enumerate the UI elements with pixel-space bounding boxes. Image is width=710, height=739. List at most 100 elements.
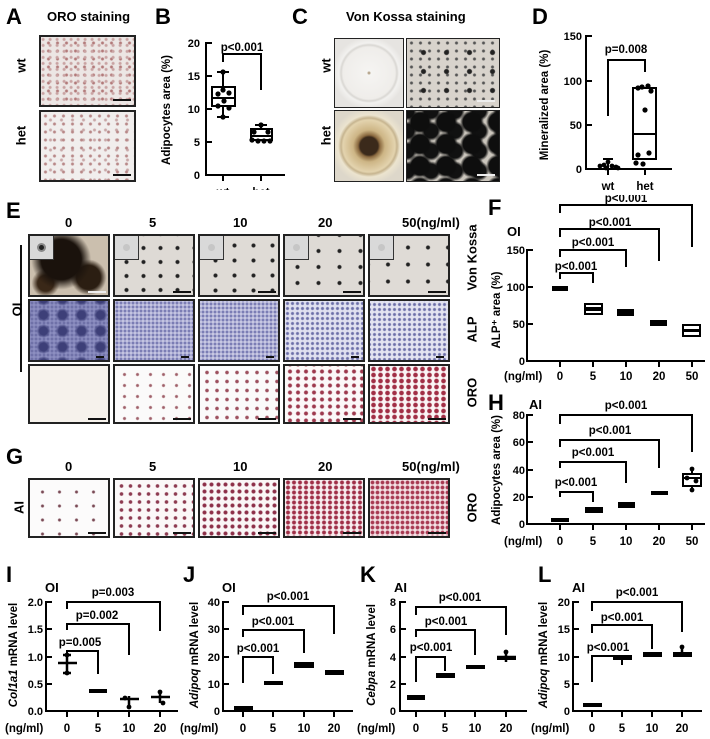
ytick: 5	[194, 137, 200, 149]
ytick: 100	[507, 282, 525, 294]
p-value: p<0.001	[221, 42, 264, 54]
col-20: 20	[318, 459, 333, 474]
x-axis-label: (ng/ml)	[504, 371, 542, 383]
chart-d: 150 100 50 0 Mineralized area (%) p=0.00…	[539, 31, 672, 190]
chart-f: OI 150 100 50 0 ALP⁺ area (%) p<0.001 p<…	[491, 195, 705, 383]
x-tick: 0	[240, 723, 246, 735]
ytick: 0	[194, 170, 200, 182]
x-tick-wt: wt	[601, 181, 615, 190]
x-tick-het: het	[252, 187, 269, 190]
p-value: p<0.001	[616, 587, 659, 599]
ytick: 150	[564, 31, 582, 43]
p-value: p<0.001	[605, 400, 648, 412]
p-value: p<0.001	[252, 616, 295, 628]
vonkossa-wt-dish	[334, 38, 404, 108]
col-5: 5	[149, 215, 157, 230]
group-label-ai: AI	[11, 501, 27, 514]
group-label: OI	[507, 224, 521, 239]
y-axis-label: Col1a1 mRNA level	[8, 603, 20, 707]
panel-label-f: F	[488, 195, 502, 220]
x-tick: 20	[653, 536, 666, 548]
alp-5-image	[113, 299, 195, 362]
ytick: 0	[214, 706, 220, 718]
x-tick: 20	[676, 723, 689, 735]
p-value: p<0.001	[572, 447, 615, 459]
ytick: 2.0	[28, 597, 43, 609]
p-value: p=0.002	[76, 610, 119, 622]
ytick: 10	[208, 679, 220, 691]
ytick: 40	[208, 597, 220, 609]
col-20: 20	[318, 215, 333, 230]
y-axis-label: ALP⁺ area (%)	[491, 271, 503, 348]
x-tick: 5	[95, 723, 102, 735]
x-tick: 10	[123, 723, 136, 735]
panel-label-e: E	[6, 198, 21, 223]
p-value: p<0.001	[555, 477, 598, 489]
ytick: 30	[208, 624, 220, 636]
ytick: 15	[188, 71, 200, 83]
x-tick: 10	[298, 723, 311, 735]
oro-ai-5-image	[113, 478, 195, 538]
panel-label-g: G	[6, 444, 24, 469]
p-value: p<0.001	[555, 261, 598, 273]
ytick: 20	[188, 38, 200, 50]
x-axis-label: (ng/ml)	[180, 723, 218, 735]
group-label: OI	[45, 580, 59, 595]
y-axis-label: Adipoq mRNA level	[538, 602, 550, 709]
ytick: 100	[564, 76, 582, 88]
x-tick-wt: wt	[216, 187, 230, 190]
panel-a-row-het: het	[13, 125, 29, 146]
vonkossa-5-image	[113, 234, 195, 297]
alp-20-image	[283, 299, 365, 362]
row-label-oro: ORO	[464, 377, 480, 408]
oro-het-image	[39, 110, 136, 182]
x-axis-label: (ng/ml)	[531, 723, 569, 735]
chart-j: OI 40 30 20 10 0 Adipoq mRNA level p<0.0…	[180, 580, 353, 735]
ytick: 20	[208, 652, 220, 664]
x-tick: 20	[328, 723, 341, 735]
ytick: 0	[390, 706, 396, 718]
oro-ai-0-image	[28, 478, 110, 538]
vonkossa-0-image	[28, 234, 110, 297]
ytick: 150	[507, 245, 525, 257]
x-tick: 0	[64, 723, 70, 735]
x-tick: 5	[619, 723, 626, 735]
oro-oi-50-image	[368, 364, 450, 424]
x-axis-label: (ng/ml)	[357, 723, 395, 735]
panel-a-row-wt: wt	[13, 58, 29, 73]
x-tick: 5	[590, 371, 597, 383]
ytick: 5	[564, 679, 570, 691]
ytick: 8	[390, 597, 396, 609]
x-tick: 10	[469, 723, 482, 735]
vonkossa-10-image	[198, 234, 280, 297]
p-value: p<0.001	[589, 217, 632, 229]
group-bracket	[20, 245, 22, 372]
x-tick: 0	[413, 723, 419, 735]
col-50: 50(ng/ml)	[402, 459, 460, 474]
oro-oi-0-image	[28, 364, 110, 424]
group-label: AI	[572, 580, 585, 595]
x-tick: 10	[646, 723, 659, 735]
x-tick: 5	[442, 723, 449, 735]
ytick: 0	[519, 356, 525, 368]
alp-10-image	[198, 299, 280, 362]
chart-i: OI 2.0 1.5 1.0 0.5 0.0 Col1a1 mRNA level…	[5, 580, 178, 735]
y-axis-label: Adipoq mRNA level	[189, 602, 201, 709]
oro-oi-5-image	[113, 364, 195, 424]
x-axis-label: (ng/ml)	[504, 536, 542, 548]
panel-a-title: ORO staining	[47, 9, 131, 24]
ytick: 60	[513, 437, 525, 449]
oro-ai-10-image	[198, 478, 280, 538]
row-label-vonkossa: Von Kossa	[464, 224, 480, 291]
col-10: 10	[233, 459, 248, 474]
ytick: 50	[570, 120, 582, 132]
panel-label-k: K	[360, 562, 376, 587]
x-tick: 0	[557, 371, 563, 383]
group-label: AI	[529, 397, 542, 412]
x-tick: 10	[620, 536, 633, 548]
row-label-alp: ALP	[464, 316, 480, 343]
col-0: 0	[65, 459, 73, 474]
p-value: p<0.001	[267, 591, 310, 603]
ytick: 0.5	[28, 679, 43, 691]
ytick: 40	[513, 465, 525, 477]
